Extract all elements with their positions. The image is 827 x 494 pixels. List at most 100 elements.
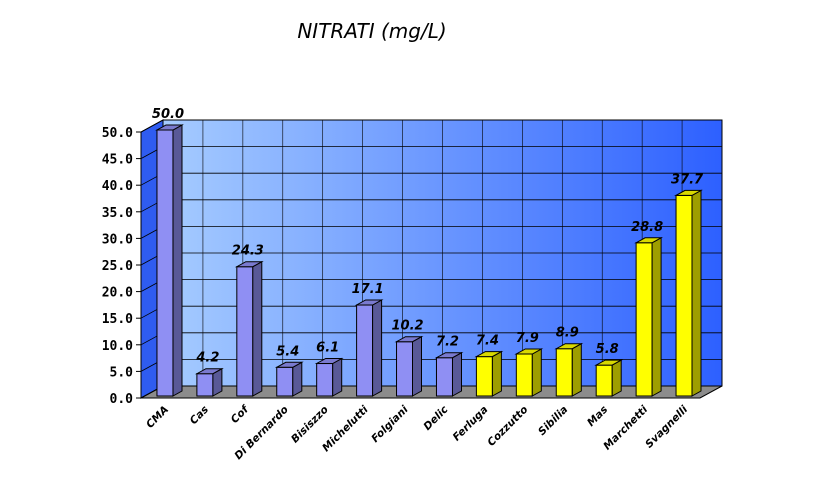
value-label: 37.7 <box>671 172 704 187</box>
gridline-side <box>140 119 164 133</box>
y-tick-label: 15.0 <box>102 312 133 327</box>
bars <box>155 124 703 397</box>
bar-side <box>292 361 303 397</box>
bar-front <box>675 194 693 397</box>
bar-front <box>356 304 374 397</box>
bar-top <box>474 351 504 358</box>
x-tick-label: Folgiani <box>369 403 411 445</box>
value-label: 5.4 <box>276 344 299 359</box>
x-tick-label: Svagnelli <box>643 403 690 450</box>
bar-side <box>452 351 462 397</box>
value-label: 17.1 <box>352 282 384 297</box>
bar-top <box>674 189 703 196</box>
y-axis: 0.0 5.0 10.0 15.0 20.0 25.0 30.0 35.0 40.0 45.0 50… <box>102 126 142 407</box>
bar-front <box>316 363 334 397</box>
bar-side <box>172 124 183 397</box>
y-tick-label: 10.0 <box>102 339 133 354</box>
y-tick-label: 30.0 <box>102 232 133 247</box>
bar-delic <box>434 351 464 397</box>
bar-front <box>156 129 174 397</box>
value-labels: 50.0 4.2 24.3 5.4 6.1 17.1 10.2 7.2 7.4 7.9 8.9 5.8… <box>152 107 704 366</box>
y-tick-label: 45.0 <box>102 153 133 168</box>
bar-top <box>514 348 544 355</box>
x-tick-label: Cozzutto <box>485 404 530 449</box>
bar-top <box>634 237 664 244</box>
bar-bisiszzo <box>314 357 344 397</box>
bar-front <box>555 348 573 397</box>
bar-front <box>475 356 493 397</box>
bar-cozzutto <box>514 348 544 397</box>
bar-top <box>274 361 304 368</box>
x-tick-label: Sibilia <box>536 404 570 438</box>
value-label: 8.9 <box>556 326 579 341</box>
bar-top <box>554 343 584 350</box>
bar-folgiani <box>394 335 424 397</box>
bar-svagnelli <box>674 189 703 397</box>
bar-top <box>394 336 424 343</box>
x-tick-label: Cas <box>188 404 211 427</box>
bar-side <box>491 350 502 397</box>
bar-front <box>396 341 414 397</box>
value-label: 7.4 <box>476 334 499 349</box>
y-tick-label: 5.0 <box>110 365 134 380</box>
bar-top <box>234 261 264 268</box>
bar-side <box>332 357 343 397</box>
value-label: 28.8 <box>631 220 663 235</box>
bar-top <box>594 359 624 366</box>
x-tick-label: Ferluga <box>451 404 491 444</box>
y-tick-label: 20.0 <box>102 286 133 301</box>
bar-top <box>155 124 184 131</box>
value-label: 7.9 <box>516 331 539 346</box>
bar-cma <box>155 124 184 397</box>
value-label: 24.3 <box>232 244 264 259</box>
chart-title: NITRATI (mg/L) <box>297 19 446 43</box>
bar-mas <box>594 359 624 397</box>
bar-front <box>515 353 533 397</box>
x-tick-label: CMA <box>144 404 171 431</box>
bar-ferluga <box>474 350 504 397</box>
bar-front <box>595 364 613 397</box>
bar-top <box>354 299 384 306</box>
bar-top <box>314 358 344 364</box>
bar-side <box>372 299 383 397</box>
y-tick-label: 50.0 <box>102 126 133 141</box>
bar-side <box>691 189 702 397</box>
bar-side <box>252 260 263 397</box>
y-tick-label: 25.0 <box>102 259 133 274</box>
value-label: 6.1 <box>316 341 339 356</box>
bar-side <box>412 335 422 397</box>
bar-di-bernardo <box>274 361 304 397</box>
value-label: 4.2 <box>195 351 219 366</box>
bar-front <box>196 373 214 397</box>
floor <box>140 385 723 399</box>
bar-cas <box>194 367 224 397</box>
bar-side <box>611 359 622 397</box>
chart-background <box>140 119 723 399</box>
x-tick-label: Cof <box>229 403 252 426</box>
y-tick-label: 0.0 <box>110 392 134 407</box>
bar-side <box>651 236 662 397</box>
bar-cof <box>234 260 264 397</box>
bar-michelutti <box>354 299 384 397</box>
bar-top <box>434 352 464 359</box>
x-tick-label: Mas <box>585 404 610 429</box>
bar-side <box>531 348 542 397</box>
x-tick-label: Delic <box>421 403 451 433</box>
bar-marchetti <box>634 236 664 397</box>
y-tick-label: 35.0 <box>102 206 133 221</box>
value-label: 5.8 <box>596 342 619 357</box>
bar-sibilia <box>554 342 584 397</box>
bar-front <box>635 242 653 397</box>
bar-front <box>435 357 453 397</box>
value-label: 7.2 <box>436 335 459 350</box>
bar-front <box>236 266 254 397</box>
bar-top <box>194 368 224 375</box>
y-tick-label: 40.0 <box>102 179 133 194</box>
x-tick-label: Bisiszzo <box>289 404 331 446</box>
bar-side <box>571 342 582 397</box>
value-label: 10.2 <box>391 319 423 334</box>
value-label: 50.0 <box>152 107 184 122</box>
bar-front <box>276 366 294 397</box>
